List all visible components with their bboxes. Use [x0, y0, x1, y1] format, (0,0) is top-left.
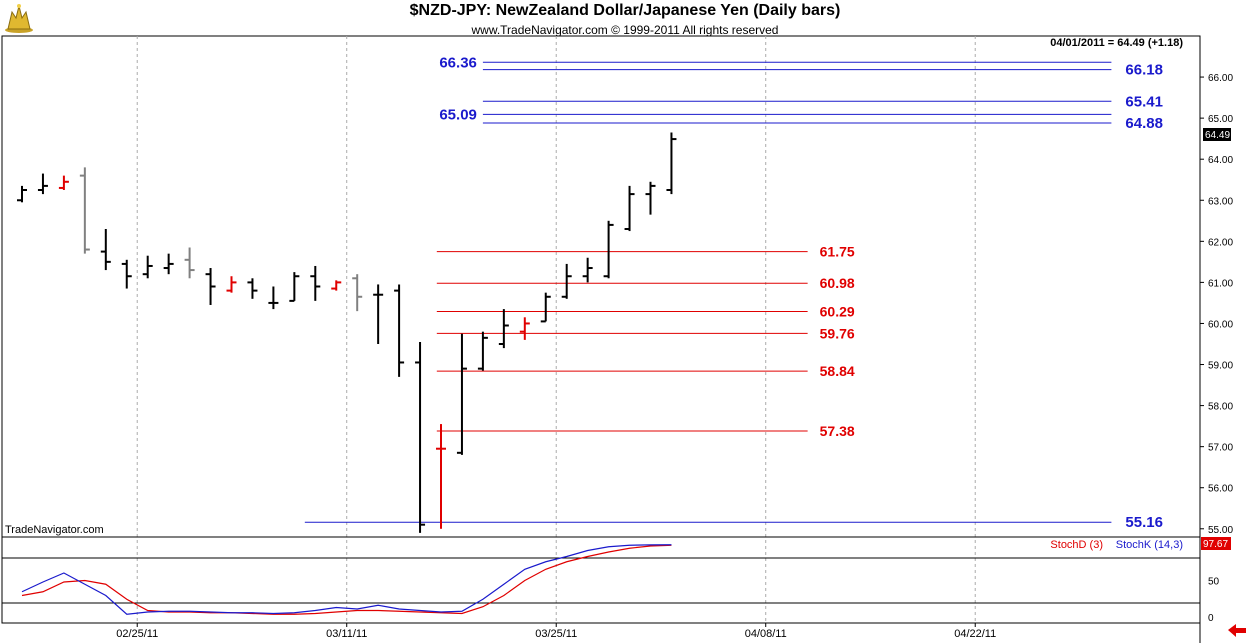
- ohlc-bar: [58, 175, 69, 190]
- x-tick-label: 02/25/11: [116, 628, 158, 640]
- ohlc-bar: [540, 292, 551, 323]
- price-panel-frame: [1, 35, 1201, 538]
- scroll-left-arrow-icon[interactable]: [1228, 624, 1246, 637]
- fib-level-label: 59.76: [820, 325, 855, 341]
- ohlc-bar: [331, 280, 342, 291]
- stoch-last-value: 97.67: [1203, 539, 1228, 550]
- y-tick-label: 60.00: [1208, 319, 1233, 330]
- ohlc-bar: [666, 132, 677, 195]
- ohlc-bar: [645, 181, 656, 215]
- ohlc-bar: [477, 331, 488, 371]
- y-tick-label: 63.00: [1208, 196, 1233, 207]
- stoch-legend-item: StochD (3): [1050, 539, 1103, 551]
- fib-level-label: 60.29: [820, 304, 855, 320]
- ohlc-bar: [79, 167, 90, 254]
- ohlc-bar: [17, 185, 27, 203]
- ohlc-bar: [415, 341, 426, 533]
- watermark-label: TradeNavigator.com: [5, 524, 104, 536]
- ohlc-bar: [247, 278, 258, 299]
- ohlc-bar: [373, 284, 384, 344]
- price-axis: 55.00 56.00 57.00 58.00 59.00 60.00 61.00 62.00…: [1199, 36, 1233, 643]
- fib-level-label: 57.38: [820, 423, 855, 439]
- ohlc-bar: [310, 265, 321, 301]
- y-tick-label: 58.00: [1208, 402, 1233, 413]
- ohlc-bar: [226, 276, 237, 293]
- y-tick-label: 65.00: [1208, 114, 1233, 125]
- stochastic-panel-frame: [1, 536, 1201, 624]
- y-tick-label: 64.00: [1208, 155, 1233, 166]
- trade-navigator-logo-icon: [2, 2, 36, 34]
- ohlc-bar: [519, 317, 530, 340]
- ohlc-bar: [394, 284, 405, 377]
- time-axis: 02/25/11 03/11/11 03/25/11 04/08/11 04/22/11: [116, 623, 996, 640]
- ohlc-bar: [352, 274, 363, 312]
- x-tick-label: 04/22/11: [954, 628, 996, 640]
- ohlc-bar: [624, 185, 635, 232]
- last-price-tag: 64.49: [1205, 130, 1230, 141]
- ohlc-bar: [498, 309, 509, 349]
- fib-level-label: 60.98: [820, 275, 855, 291]
- price-bars: [17, 132, 677, 533]
- fib-level-label: 55.16: [1125, 514, 1163, 531]
- ohlc-bar: [205, 268, 216, 305]
- y-tick-label: 59.00: [1208, 361, 1233, 372]
- ohlc-bar: [456, 333, 467, 455]
- x-tick-label: 03/11/11: [326, 628, 367, 640]
- y-tick-label: 55.00: [1208, 525, 1233, 536]
- x-tick-label: 03/25/11: [535, 628, 577, 640]
- ohlc-bar: [184, 247, 195, 279]
- ohlc-bar: [100, 229, 111, 271]
- fib-level-label: 66.18: [1125, 62, 1163, 79]
- fib-level-label: 65.09: [439, 106, 477, 123]
- ohlc-bar: [121, 259, 132, 289]
- ohlc-bar: [603, 220, 614, 279]
- last-price-tag-bg: [1203, 128, 1231, 141]
- price-grid: [1, 35, 1201, 623]
- ohlc-bar: [142, 255, 153, 279]
- y-tick-label: 62.00: [1208, 237, 1233, 248]
- stoch-last-value-bg: [1201, 537, 1231, 550]
- x-tick-label: 04/08/11: [745, 628, 787, 640]
- y-tick-label: 57.00: [1208, 443, 1233, 454]
- fib-level-label: 66.36: [439, 54, 477, 71]
- stoch-y-tick-label: 0: [1208, 613, 1214, 624]
- stoch-series-line: [21, 544, 672, 615]
- stoch-series-line: [21, 544, 672, 615]
- ohlc-bar: [582, 257, 593, 283]
- ohlc-bar: [268, 286, 279, 310]
- ohlc-bar: [289, 272, 300, 302]
- ohlc-bar: [37, 173, 48, 195]
- fib-level-label: 65.41: [1125, 93, 1163, 110]
- ohlc-bar: [163, 253, 174, 275]
- chart-subtitle: www.TradeNavigator.com © 1999-2011 All r…: [471, 23, 779, 37]
- fib-levels: 66.36 66.18 65.41 65.09 64.88 61.75 60.98 60.29…: [304, 54, 1163, 531]
- stochastic-panel: 0 50 StochD (3) StochK (14,3) 97.67: [1, 536, 1231, 624]
- y-tick-label: 66.00: [1208, 73, 1233, 84]
- last-quote-label: 04/01/2011 = 64.49 (+1.18): [1050, 37, 1183, 49]
- fib-level-label: 58.84: [820, 363, 855, 379]
- stoch-y-tick-label: 50: [1208, 577, 1220, 588]
- ohlc-bar: [561, 263, 572, 299]
- stoch-legend-item: StochK (14,3): [1116, 539, 1183, 551]
- ohlc-bar: [436, 424, 446, 529]
- chart-title: $NZD-JPY: NewZealand Dollar/Japanese Yen…: [409, 2, 841, 19]
- y-tick-label: 56.00: [1208, 484, 1233, 495]
- y-tick-label: 61.00: [1208, 278, 1233, 289]
- fib-level-label: 64.88: [1125, 115, 1163, 132]
- fib-level-label: 61.75: [820, 244, 855, 260]
